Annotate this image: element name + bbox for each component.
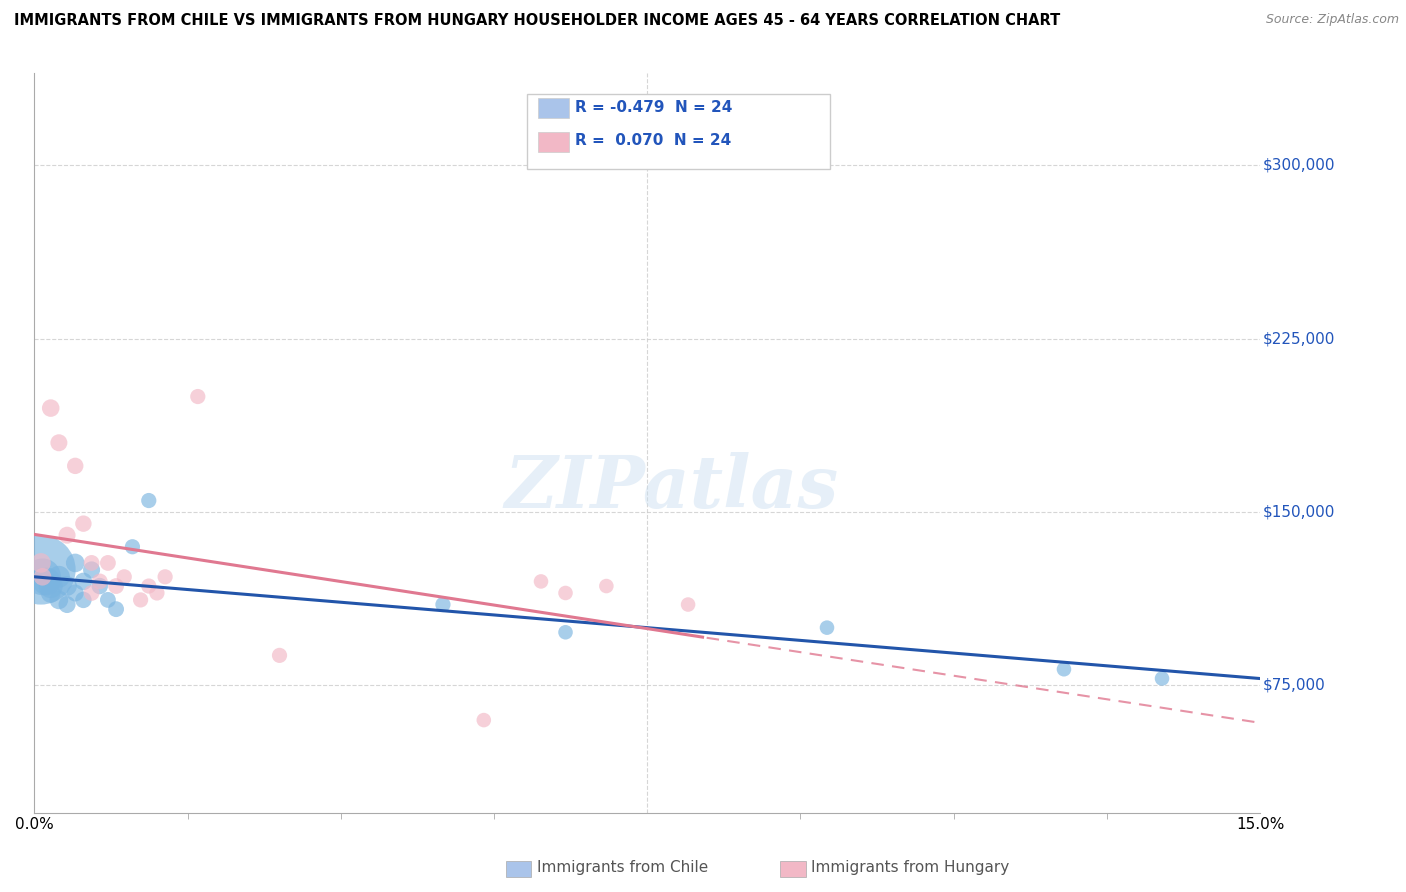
Text: Source: ZipAtlas.com: Source: ZipAtlas.com xyxy=(1265,13,1399,27)
Point xyxy=(56,528,79,542)
Point xyxy=(595,579,617,593)
Point xyxy=(72,574,94,589)
Point xyxy=(35,574,58,589)
Point xyxy=(138,579,160,593)
Point xyxy=(31,570,53,584)
Point xyxy=(48,435,70,450)
Point xyxy=(187,390,209,404)
Text: $300,000: $300,000 xyxy=(1263,158,1336,173)
Point xyxy=(89,574,111,589)
Point xyxy=(105,579,128,593)
Point xyxy=(129,593,152,607)
Point xyxy=(30,556,52,570)
Point xyxy=(89,579,111,593)
Point xyxy=(432,598,454,612)
Point xyxy=(121,540,143,554)
Point xyxy=(48,593,70,607)
Point xyxy=(269,648,291,663)
Point xyxy=(105,602,128,616)
Point xyxy=(65,556,87,570)
Point xyxy=(39,401,62,416)
Point xyxy=(815,621,838,635)
Point xyxy=(56,598,79,612)
Text: R =  0.070  N = 24: R = 0.070 N = 24 xyxy=(575,134,731,148)
Text: Immigrants from Hungary: Immigrants from Hungary xyxy=(811,861,1010,875)
Point xyxy=(72,516,94,531)
Point xyxy=(31,570,53,584)
Point xyxy=(65,586,87,600)
Point xyxy=(112,570,135,584)
Point xyxy=(80,586,103,600)
Text: Immigrants from Chile: Immigrants from Chile xyxy=(537,861,709,875)
Point xyxy=(138,493,160,508)
Point xyxy=(472,713,495,727)
Point xyxy=(48,570,70,584)
Point xyxy=(39,586,62,600)
Point xyxy=(530,574,553,589)
Text: $225,000: $225,000 xyxy=(1263,331,1334,346)
Point xyxy=(30,563,52,577)
Text: ZIPatlas: ZIPatlas xyxy=(505,451,839,523)
Text: $150,000: $150,000 xyxy=(1263,505,1334,520)
Point xyxy=(554,625,576,640)
Text: R = -0.479  N = 24: R = -0.479 N = 24 xyxy=(575,100,733,114)
Text: IMMIGRANTS FROM CHILE VS IMMIGRANTS FROM HUNGARY HOUSEHOLDER INCOME AGES 45 - 64: IMMIGRANTS FROM CHILE VS IMMIGRANTS FROM… xyxy=(14,13,1060,29)
Point xyxy=(97,556,120,570)
Point xyxy=(554,586,576,600)
Text: $75,000: $75,000 xyxy=(1263,678,1326,693)
Point xyxy=(80,563,103,577)
Point xyxy=(153,570,176,584)
Point xyxy=(65,458,87,473)
Point xyxy=(72,593,94,607)
Point xyxy=(676,598,699,612)
Point xyxy=(39,579,62,593)
Point xyxy=(97,593,120,607)
Point xyxy=(1053,662,1076,676)
Point xyxy=(80,556,103,570)
Point xyxy=(146,586,169,600)
Point xyxy=(56,579,79,593)
Point xyxy=(1150,672,1173,686)
